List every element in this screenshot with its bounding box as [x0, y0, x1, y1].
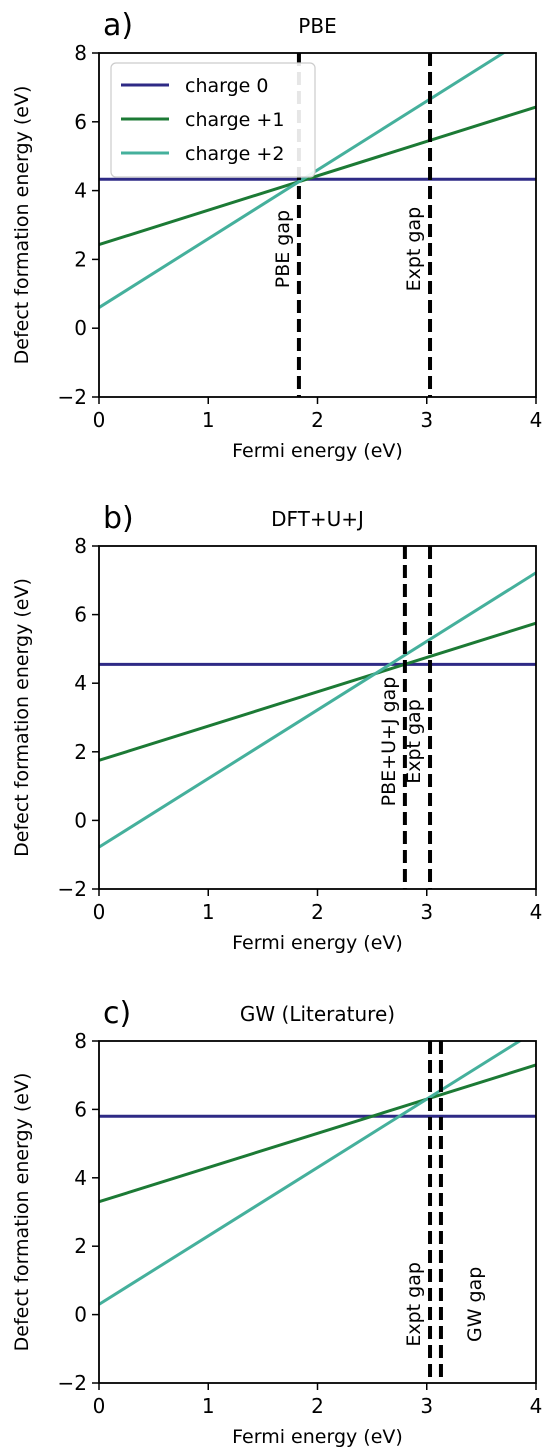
- y-axis-label: Defect formation energy (eV): [11, 578, 33, 857]
- x-tick-label: 4: [530, 408, 543, 432]
- y-tick-label: 2: [74, 740, 87, 764]
- legend: charge 0 charge +1 charge +2: [110, 62, 316, 178]
- x-tick-label: 3: [420, 900, 433, 924]
- axes-frame: [98, 545, 537, 890]
- y-tick-label: −2: [58, 877, 87, 901]
- vline-label-1: GW gap: [464, 1267, 486, 1342]
- y-axis-label: Defect formation energy (eV): [11, 1073, 33, 1352]
- series-line-2: [99, 1041, 523, 1306]
- legend-label: charge 0: [185, 75, 269, 97]
- series-line-1: [99, 1063, 536, 1204]
- y-tick-label: 4: [74, 1166, 87, 1190]
- panel-label: a): [103, 8, 133, 43]
- x-tick-label: 3: [420, 1394, 433, 1418]
- x-axis-label: Fermi energy (eV): [232, 932, 403, 954]
- y-tick-label: −2: [58, 1371, 87, 1395]
- y-tick-label: 2: [74, 1234, 87, 1258]
- x-tick-label: 3: [420, 408, 433, 432]
- x-axis-label: Fermi energy (eV): [232, 1426, 403, 1448]
- x-tick-label: 2: [311, 900, 324, 924]
- x-tick-label: 4: [530, 1394, 543, 1418]
- vline-label-0: PBE gap: [272, 210, 294, 288]
- legend-box: [110, 62, 316, 178]
- y-tick-label: 6: [74, 1097, 87, 1121]
- y-axis-label: Defect formation energy (eV): [11, 86, 33, 365]
- y-tick-label: −2: [58, 385, 87, 409]
- x-tick-label: 4: [530, 900, 543, 924]
- panel-label: c): [103, 996, 131, 1031]
- series-line-1: [99, 105, 536, 247]
- x-tick-label: 1: [202, 900, 215, 924]
- chart-title: DFT+U+J: [271, 507, 364, 531]
- x-tick-label: 2: [311, 1394, 324, 1418]
- series-line-2: [99, 53, 507, 309]
- y-tick-label: 6: [74, 110, 87, 134]
- y-tick-label: 0: [74, 316, 87, 340]
- x-tick-label: 0: [93, 900, 106, 924]
- plot-area: [99, 546, 536, 889]
- y-tick-label: 8: [74, 534, 87, 558]
- panel-label: b): [103, 501, 134, 536]
- vline-label-0: Expt gap: [403, 1262, 425, 1347]
- y-tick-label: 0: [74, 808, 87, 832]
- x-tick-label: 0: [93, 408, 106, 432]
- vline-label-1: Expt gap: [403, 699, 425, 784]
- x-tick-label: 2: [311, 408, 324, 432]
- legend-label: charge +2: [185, 143, 284, 165]
- y-tick-label: 4: [74, 179, 87, 203]
- x-tick-label: 1: [202, 1394, 215, 1418]
- plot-area: [99, 1041, 536, 1383]
- y-tick-label: 8: [74, 41, 87, 65]
- y-tick-label: 2: [74, 247, 87, 271]
- y-tick-label: 0: [74, 1303, 87, 1327]
- y-tick-label: 8: [74, 1029, 87, 1053]
- y-tick-label: 6: [74, 603, 87, 627]
- chart-title: GW (Literature): [240, 1002, 395, 1026]
- x-axis-label: Fermi energy (eV): [232, 440, 403, 462]
- x-tick-label: 1: [202, 408, 215, 432]
- legend-label: charge +1: [185, 109, 284, 131]
- vline-label-0: PBE+U+J gap: [378, 677, 400, 807]
- chart-title: PBE: [298, 14, 336, 38]
- y-tick-label: 4: [74, 671, 87, 695]
- series-line-2: [99, 571, 536, 849]
- vline-label-1: Expt gap: [403, 207, 425, 292]
- series-line-1: [99, 621, 536, 762]
- x-tick-label: 0: [93, 1394, 106, 1418]
